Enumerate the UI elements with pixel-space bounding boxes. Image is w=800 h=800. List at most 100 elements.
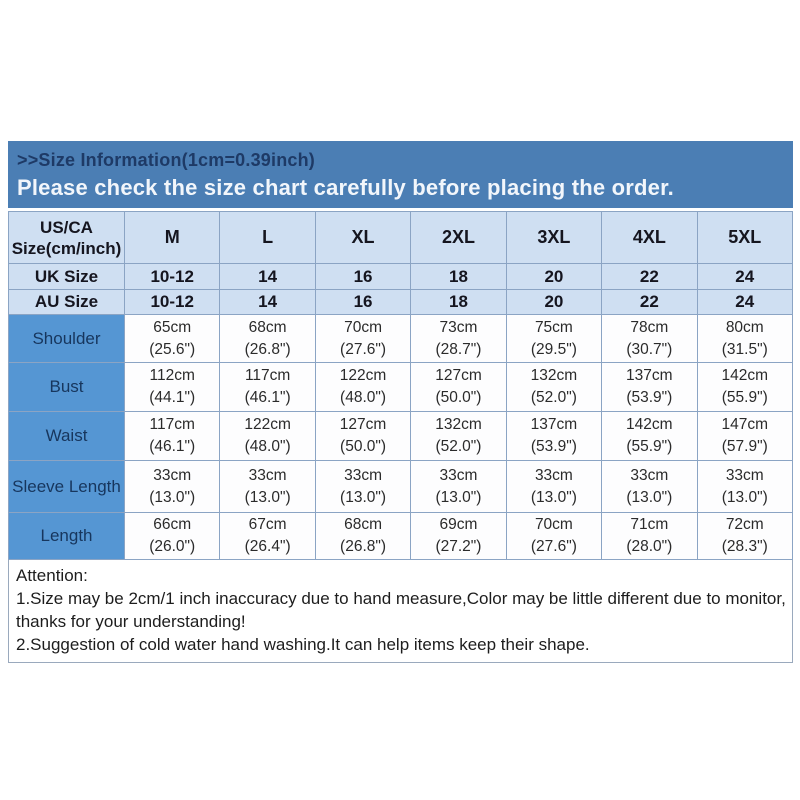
measurement-inch: (55.9") [626, 438, 673, 455]
measurement-inch: (53.9") [626, 389, 673, 406]
measurement-cell: 33cm (13.0") [219, 460, 316, 513]
measurement-cell: 147cm (57.9") [696, 411, 794, 461]
row-label: UK Size [8, 263, 125, 290]
size-header-l: L [219, 211, 316, 264]
measurement-cell: 33cm (13.0") [314, 460, 412, 513]
measurement-cm: 142cm [626, 416, 673, 433]
attention-note-line: 1.Size may be 2cm/1 inch inaccuracy due … [16, 589, 786, 608]
row-label: Waist [8, 411, 125, 461]
measurement-cell: 137cm (53.9") [505, 411, 603, 461]
measurement-cell: 80cm (31.5") [696, 314, 794, 363]
measurement-cm: 147cm [721, 416, 769, 433]
measurement-inch: (13.0") [244, 488, 291, 506]
size-header-5xl: 5XL [696, 211, 794, 264]
measurement-row: Waist 117cm (46.1") 122cm (48.0") 127cm (50.0"… [8, 411, 794, 461]
size-value-cell: 20 [505, 263, 603, 290]
measurement-cm: 132cm [530, 367, 578, 384]
size-chart-notice: Please check the size chart carefully be… [17, 174, 674, 200]
measurement-inch: (26.8") [340, 538, 387, 555]
measurement-cm: 78cm [630, 318, 669, 336]
measurement-cm: 70cm [534, 516, 573, 533]
measurement-inch: (55.9") [721, 389, 768, 406]
size-value-cell: 24 [696, 289, 794, 315]
measurement-inch: (53.9") [530, 438, 577, 455]
measurement-cm: 70cm [344, 318, 382, 336]
size-header-2xl: 2XL [410, 211, 507, 264]
measurement-cm: 73cm [439, 318, 478, 336]
attention-box: Attention: 1.Size may be 2cm/1 inch inac… [8, 560, 793, 663]
measurement-cell: 72cm (28.3") [696, 512, 794, 560]
measurement-inch: (13.0") [149, 488, 196, 506]
measurement-inch: (52.0") [435, 438, 482, 455]
measurement-cm: 33cm [534, 466, 573, 484]
measurement-inch: (46.1") [244, 389, 291, 406]
measurement-inch: (28.3") [721, 538, 768, 555]
measurement-cm: 142cm [721, 367, 769, 384]
measurement-cm: 71cm [630, 516, 669, 533]
measurement-cell: 122cm (48.0") [219, 411, 316, 461]
size-value-cell: 18 [410, 289, 507, 315]
measurement-cm: 127cm [339, 416, 387, 433]
measurement-cell: 142cm (55.9") [601, 411, 698, 461]
measurement-inch: (48.0") [340, 389, 387, 406]
measurement-row: Bust 112cm (44.1") 117cm (46.1") 122cm (48.0")… [8, 362, 794, 412]
row-label: Shoulder [8, 314, 125, 363]
measurement-inch: (26.0") [149, 538, 196, 555]
measurement-cell: 66cm (26.0") [123, 512, 221, 560]
measurement-inch: (28.7") [435, 340, 482, 358]
measurement-cm: 127cm [435, 367, 482, 384]
row-label: Length [8, 512, 125, 560]
measurement-cm: 137cm [626, 367, 673, 384]
size-value-cell: 14 [219, 263, 316, 290]
measurement-cell: 33cm (13.0") [123, 460, 221, 513]
size-header-m: M [123, 211, 221, 264]
measurement-cm: 122cm [339, 367, 387, 384]
measurement-cm: 112cm [149, 367, 195, 384]
measurement-inch: (13.0") [626, 488, 673, 506]
measurement-inch: (13.0") [721, 488, 768, 506]
measurement-cm: 33cm [630, 466, 669, 484]
measurement-cm: 117cm [149, 416, 195, 433]
measurement-cell: 137cm (53.9") [601, 362, 698, 412]
size-conversion-row: UK Size 10-12 14 16 18 20 22 24 [8, 263, 794, 290]
measurement-inch: (57.9") [721, 438, 768, 455]
attention-note-line: thanks for your understanding! [16, 612, 246, 631]
measurement-cm: 69cm [439, 516, 478, 533]
size-information-sheet: >>Size Information(1cm=0.39inch) Please … [8, 141, 794, 663]
measurement-cm: 33cm [248, 466, 287, 484]
measurement-cell: 132cm (52.0") [505, 362, 603, 412]
size-value-cell: 14 [219, 289, 316, 315]
size-value-cell: 22 [601, 289, 698, 315]
measurement-inch: (27.2") [435, 538, 482, 555]
measurement-inch: (29.5") [530, 340, 577, 358]
measurement-inch: (26.4") [244, 538, 291, 555]
measurement-cell: 33cm (13.0") [410, 460, 507, 513]
measurement-row: Sleeve Length 33cm (13.0") 33cm (13.0") 33cm (… [8, 460, 794, 513]
measurement-cell: 132cm (52.0") [410, 411, 507, 461]
measurement-cm: 66cm [153, 516, 192, 533]
measurement-inch: (28.0") [626, 538, 673, 555]
measurement-inch: (13.0") [530, 488, 577, 506]
measurement-cell: 75cm (29.5") [505, 314, 603, 363]
attention-note-line: 2.Suggestion of cold water hand washing.… [16, 635, 590, 654]
measurement-inch: (48.0") [244, 438, 291, 455]
size-header-3xl: 3XL [505, 211, 603, 264]
size-conversion-row: AU Size 10-12 14 16 18 20 22 24 [8, 289, 794, 315]
size-value-cell: 22 [601, 263, 698, 290]
measurement-cm: 75cm [534, 318, 573, 336]
measurement-cm: 68cm [248, 318, 287, 336]
size-value-cell: 18 [410, 263, 507, 290]
row-label: Bust [8, 362, 125, 412]
banner: >>Size Information(1cm=0.39inch) Please … [8, 141, 793, 208]
measurement-cell: 70cm (27.6") [505, 512, 603, 560]
measurement-inch: (13.0") [340, 488, 387, 506]
measurement-cell: 65cm (25.6") [123, 314, 221, 363]
measurement-cm: 80cm [725, 318, 764, 336]
size-value-cell: 16 [314, 289, 412, 315]
measurement-cm: 72cm [725, 516, 764, 533]
corner-header-line1: US/CA [40, 217, 93, 237]
measurement-cell: 67cm (26.4") [219, 512, 316, 560]
measurement-cell: 69cm (27.2") [410, 512, 507, 560]
measurement-cell: 78cm (30.7") [601, 314, 698, 363]
measurement-cell: 73cm (28.7") [410, 314, 507, 363]
